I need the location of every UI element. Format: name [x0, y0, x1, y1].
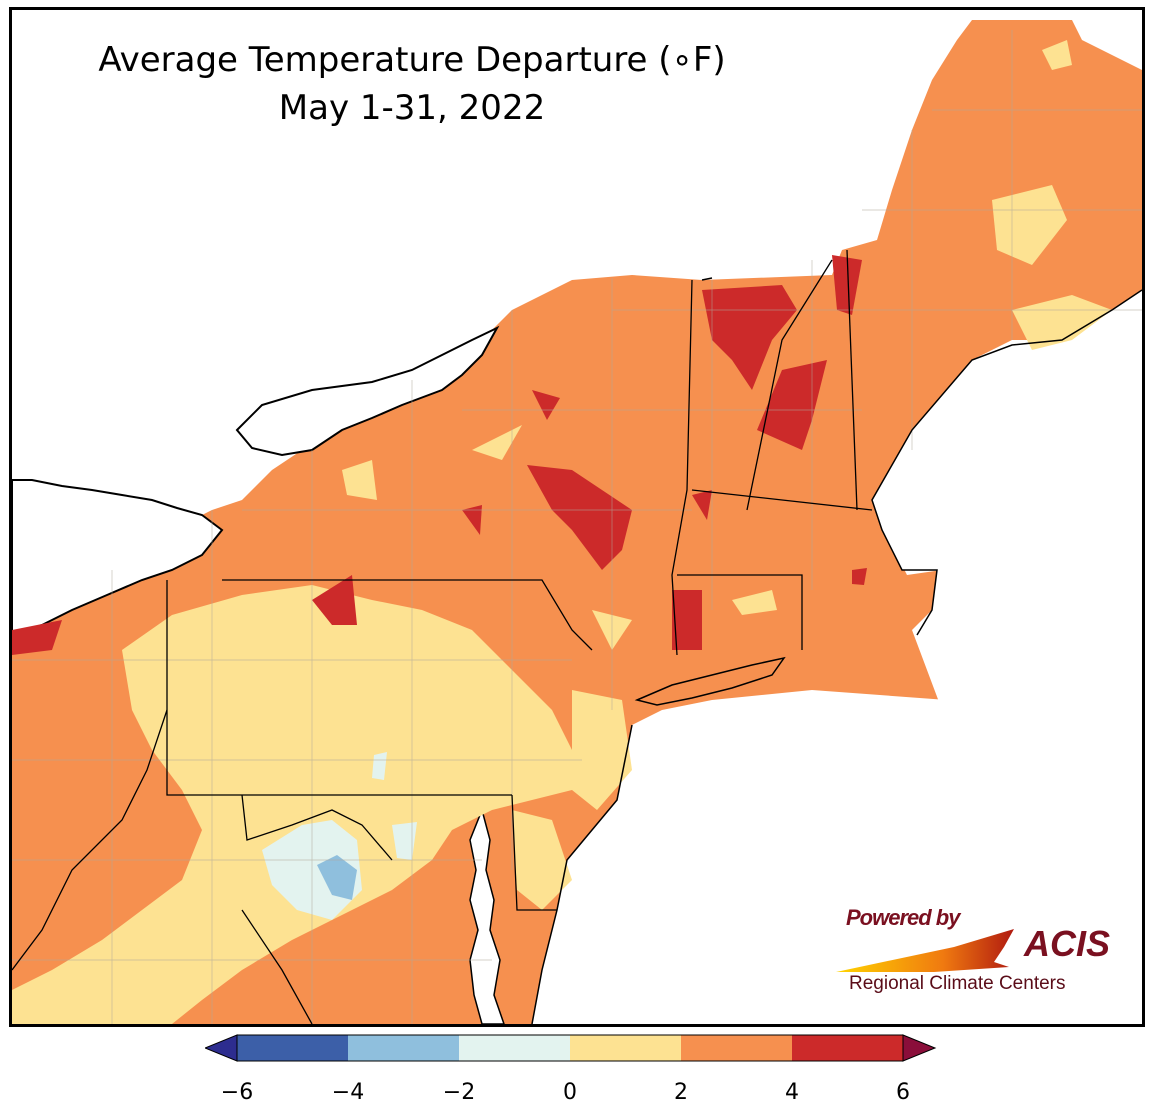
zone-minus4-to-minus2	[317, 855, 357, 900]
legend-tick-label: −2	[442, 1080, 476, 1105]
legend-swatch	[792, 1035, 903, 1061]
long-island	[634, 656, 786, 706]
map-frame: Average Temperature Departure (∘F) May 1…	[9, 7, 1145, 1027]
acis-logo: Powered by ACIS Regional Climate Centers	[834, 905, 1134, 1015]
legend-outline	[236, 1034, 904, 1062]
legend-swatch	[681, 1035, 792, 1061]
color-legend	[205, 1034, 937, 1062]
legend-tick-label: 6	[896, 1080, 910, 1105]
logo-swoosh-icon	[836, 929, 1014, 972]
legend-swatch	[570, 1035, 681, 1061]
zone-4-to-6	[12, 255, 867, 655]
legend-swatch	[237, 1035, 348, 1061]
lake-ontario	[235, 325, 500, 457]
legend-swatch	[348, 1035, 459, 1061]
legend-tick-label: 2	[674, 1080, 688, 1105]
legend-tick-label: −4	[331, 1080, 365, 1105]
legend-tick-label: 0	[563, 1080, 577, 1105]
legend-over-arrow	[902, 1034, 937, 1062]
legend-under-arrow	[205, 1034, 238, 1062]
map-title: Average Temperature Departure (∘F)	[98, 40, 726, 80]
legend-swatch	[459, 1035, 570, 1061]
zone-0-to-2	[12, 40, 1112, 1024]
state-boundaries	[12, 249, 873, 1024]
logo-rcc-text: Regional Climate Centers	[849, 973, 1066, 994]
lake-erie	[12, 479, 224, 637]
chesapeake-bay	[469, 807, 505, 1024]
county-lines	[12, 30, 1142, 1024]
map-subtitle: May 1-31, 2022	[278, 88, 546, 128]
coastline	[531, 277, 1142, 1024]
logo-acis-text: ACIS	[1024, 923, 1111, 964]
atlantic-ocean	[532, 310, 1142, 1024]
legend-tick-label: −6	[220, 1080, 254, 1105]
temperature-map	[12, 20, 1142, 1024]
legend-tick-label: 4	[785, 1080, 799, 1105]
logo-powered-by: Powered by	[846, 905, 960, 930]
